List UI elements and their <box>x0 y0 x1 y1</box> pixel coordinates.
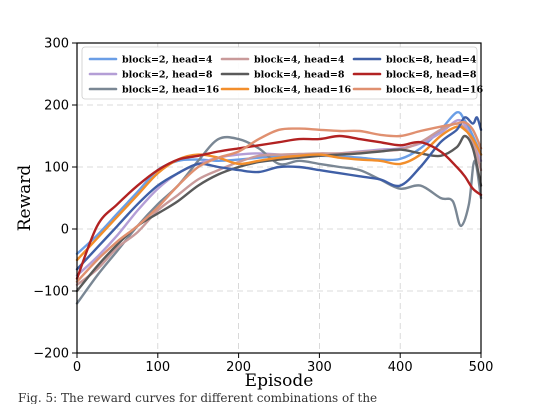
legend-label: block=2, head=8 <box>122 70 213 81</box>
series-line-8 <box>75 134 483 280</box>
y-tick-label: −100 <box>33 285 69 300</box>
legend-label: block=4, head=16 <box>254 85 351 96</box>
legend-label: block=8, head=4 <box>386 55 477 66</box>
legend-label: block=8, head=8 <box>386 70 477 81</box>
x-tick-label: 300 <box>307 360 332 375</box>
series-line-6 <box>75 125 483 262</box>
x-tick-label: 500 <box>469 360 494 375</box>
legend-label: block=2, head=4 <box>122 55 213 66</box>
series-line-5 <box>75 134 483 293</box>
y-tick-label: −200 <box>33 347 69 362</box>
x-tick-label: 400 <box>388 360 413 375</box>
x-tick-label: 100 <box>145 360 170 375</box>
y-tick-label: 300 <box>44 37 69 52</box>
legend-label: block=4, head=8 <box>254 70 345 81</box>
figure-caption: Fig. 5: The reward curves for different … <box>18 391 377 404</box>
legend: block=2, head=4 block=2, head=8 block=2, h… <box>81 46 483 100</box>
legend-label: block=8, head=16 <box>386 85 483 96</box>
legend-label: block=2, head=16 <box>122 85 219 96</box>
x-axis-title: Episode <box>245 371 314 391</box>
y-tick-label: 0 <box>61 223 69 238</box>
axis-ticks: 0 100 200 300 400 500 −200 −100 0 100 200 300 <box>33 37 493 376</box>
y-axis-title: Reward <box>15 165 35 232</box>
series-line-3 <box>75 135 483 305</box>
y-tick-label: 200 <box>44 99 69 114</box>
plot-frame <box>76 42 482 354</box>
series-lines <box>75 110 483 305</box>
x-tick-label: 200 <box>226 360 251 375</box>
legend-label: block=4, head=4 <box>254 55 345 66</box>
series-line-9 <box>75 120 483 283</box>
y-tick-label: 100 <box>44 161 69 176</box>
x-tick-label: 0 <box>73 360 81 375</box>
series-line-7 <box>75 116 483 271</box>
